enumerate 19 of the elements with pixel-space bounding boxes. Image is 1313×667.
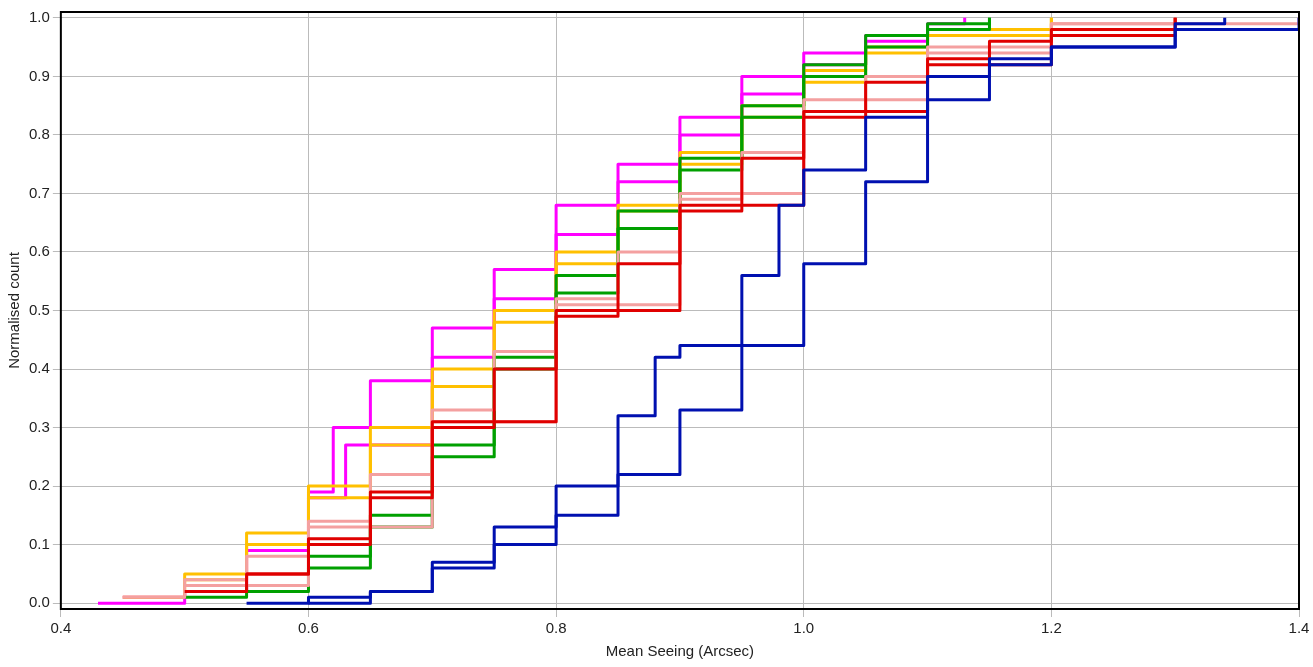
y-tick-label: 0.1 bbox=[28, 534, 50, 552]
y-tick-label: 0.4 bbox=[28, 359, 50, 377]
x-axis-title: Mean Seeing (Arcsec) bbox=[605, 642, 755, 660]
y-tick-label: 0.5 bbox=[28, 300, 50, 318]
x-tick-label: 1.0 bbox=[793, 619, 815, 637]
y-tick-label: 0.3 bbox=[28, 417, 50, 435]
y-tick-label: 0.8 bbox=[28, 125, 50, 143]
x-tick-label: 0.6 bbox=[298, 619, 319, 637]
x-tick-label: 1.4 bbox=[1288, 619, 1310, 637]
y-tick-label: 0.6 bbox=[28, 242, 50, 260]
y-tick-label: 0.7 bbox=[28, 183, 50, 201]
y-tick-label: 0.0 bbox=[28, 593, 50, 611]
y-axis-title: Normalised count bbox=[5, 251, 23, 369]
y-tick-label: 1.0 bbox=[28, 7, 50, 25]
y-tick-label: 0.2 bbox=[28, 476, 50, 494]
x-tick-label: 0.8 bbox=[545, 619, 567, 637]
x-tick-label: 0.4 bbox=[50, 619, 72, 637]
x-tick-label: 1.2 bbox=[1040, 619, 1062, 637]
y-tick-label: 0.9 bbox=[28, 66, 50, 84]
